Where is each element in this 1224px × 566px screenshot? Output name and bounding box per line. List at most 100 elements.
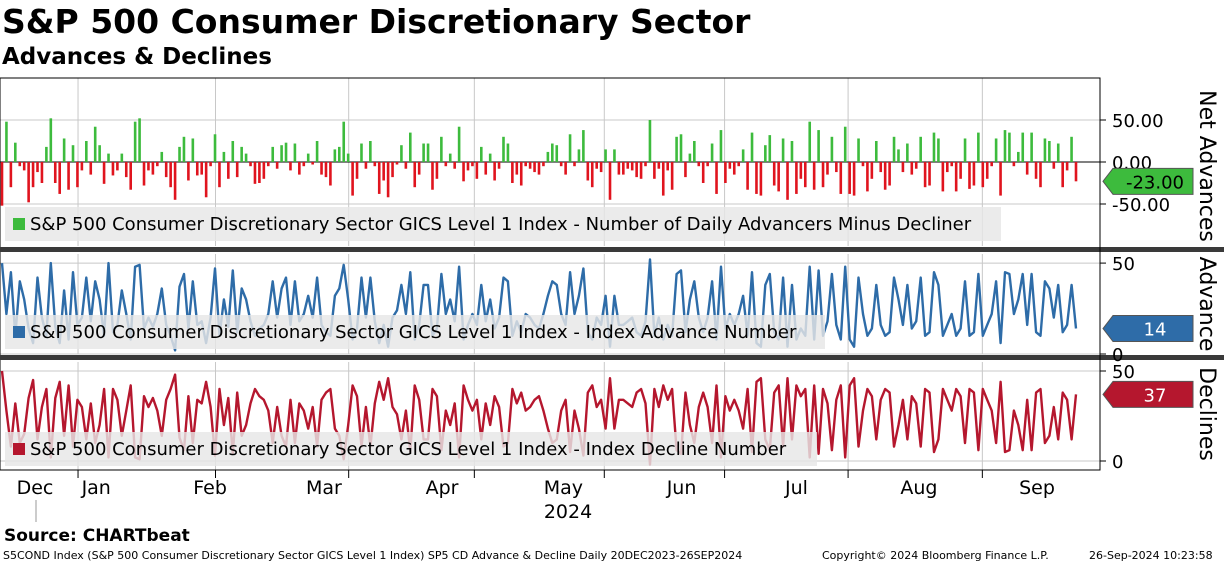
net-bar [639, 162, 643, 179]
net-bar [426, 143, 430, 162]
advance-legend-text: S&P 500 Consumer Discretionary Sector GI… [30, 322, 797, 343]
net-legend-text: S&P 500 Consumer Discretionary Sector GI… [30, 214, 972, 235]
net-side-title: Net Advances [1194, 90, 1219, 242]
net-bar [582, 130, 585, 162]
net-bar [1034, 162, 1038, 179]
net-bar [1065, 162, 1069, 171]
footer-description: S5COND Index (S&P 500 Consumer Discretio… [3, 549, 743, 562]
net-bar [431, 162, 434, 190]
net-bar [400, 145, 403, 162]
net-bar [27, 162, 30, 203]
net-bar [133, 121, 137, 162]
net-bar [892, 136, 896, 162]
net-bar [120, 153, 124, 162]
net-bar [524, 162, 527, 167]
net-bar [337, 146, 341, 162]
advance-last-tag-label: 14 [1144, 320, 1167, 341]
net-bar [222, 151, 226, 162]
net-bar [1048, 141, 1051, 162]
net-bar [755, 162, 758, 194]
net-bar [613, 149, 616, 162]
net-bar [266, 162, 270, 167]
month-label: Dec [17, 477, 54, 499]
net-bar [45, 146, 48, 162]
net-bar [391, 162, 394, 178]
net-bar [666, 162, 670, 171]
net-bar [653, 162, 656, 179]
net-bar [781, 138, 785, 162]
net-bar [329, 162, 332, 186]
net-bar [408, 132, 412, 162]
net-bar [58, 162, 61, 194]
net-bar [954, 162, 958, 192]
net-bar [684, 162, 687, 178]
net-bar [40, 162, 44, 183]
net-bar [1052, 162, 1056, 169]
net-tick-label: -50.00 [1112, 195, 1170, 216]
net-bar [945, 162, 949, 173]
net-bar [360, 143, 363, 162]
net-bar [98, 145, 101, 162]
net-bar [497, 162, 501, 169]
net-bar [1017, 151, 1020, 162]
month-label: Jul [784, 477, 808, 499]
net-bar [71, 145, 75, 162]
net-bar [635, 162, 638, 178]
net-bar [1070, 136, 1073, 162]
net-bar [968, 162, 971, 189]
net-bar [31, 162, 35, 188]
net-bar [515, 162, 519, 175]
panel-divider [0, 247, 1224, 252]
net-bar [147, 162, 150, 171]
net-bar [724, 162, 727, 183]
net-bar [209, 162, 212, 167]
net-bar [22, 162, 26, 171]
advance-tick-label: 50 [1112, 254, 1135, 275]
net-bar [622, 162, 625, 175]
label-layer: S&P 500 Consumer Discretionary Sector GI… [5, 90, 1219, 523]
net-bar [679, 134, 683, 162]
net-bar [311, 162, 314, 165]
net-last-tag [1102, 167, 1194, 195]
net-bar [342, 121, 346, 162]
net-bar [502, 136, 505, 162]
net-bar [897, 149, 900, 162]
net-bar [373, 162, 377, 167]
net-bar [870, 162, 874, 179]
net-bar [298, 162, 301, 175]
net-tick-label: 50.00 [1112, 111, 1164, 132]
net-bar [963, 138, 967, 162]
net-bar [732, 162, 736, 175]
panel-divider [0, 355, 1224, 360]
net-bar [258, 162, 261, 183]
net-bar [195, 162, 199, 176]
net-bar [750, 132, 754, 162]
net-bar [577, 149, 581, 162]
net-bar [14, 142, 17, 162]
net-bar [821, 162, 825, 188]
chart-subtitle: Advances & Declines [2, 44, 272, 70]
net-bar [187, 162, 190, 181]
net-bar [812, 162, 816, 190]
net-bar [1030, 132, 1033, 162]
net-bar [697, 162, 701, 167]
net-bar [488, 153, 492, 162]
net-bar [901, 162, 905, 173]
net-bar [559, 162, 563, 167]
footer-timestamp: 26-Sep-2024 10:23:58 [1089, 549, 1213, 562]
net-bar [124, 162, 128, 178]
net-bar [608, 162, 612, 200]
net-bar [324, 162, 328, 178]
net-bar [573, 162, 576, 167]
advance-legend-swatch [13, 326, 25, 338]
net-bar [746, 162, 749, 190]
net-bar [218, 162, 221, 188]
month-label: Jun [666, 477, 697, 499]
net-bar [53, 162, 57, 183]
net-bar [293, 143, 297, 162]
net-bar [803, 162, 807, 188]
month-label: Sep [1019, 477, 1055, 499]
net-bar [5, 121, 8, 162]
net-bar [790, 141, 794, 162]
